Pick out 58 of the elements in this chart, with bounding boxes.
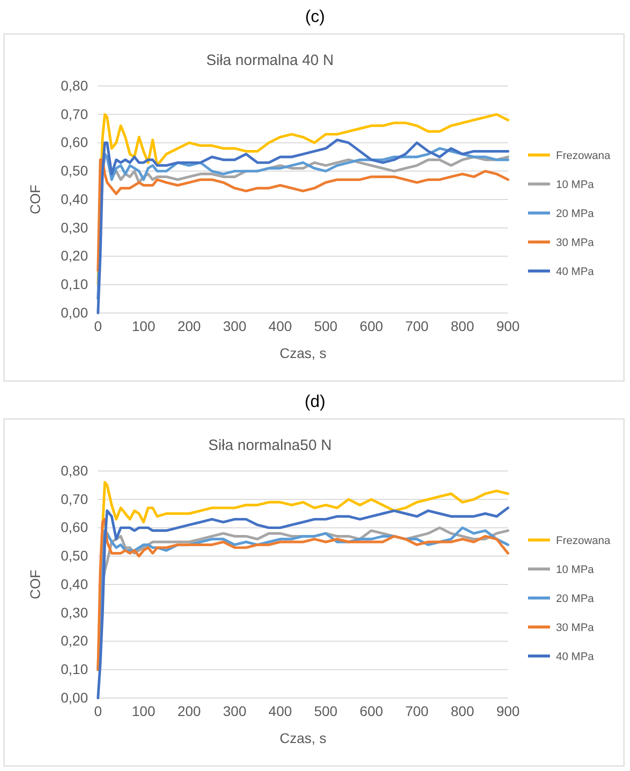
chart-title: (c) <box>305 7 325 26</box>
legend-label: 40 MPa <box>556 651 595 663</box>
legend-label: 30 MPa <box>556 622 595 634</box>
legend-label: 30 MPa <box>556 237 595 249</box>
y-tick-label: 0,50 <box>60 548 88 564</box>
line-series <box>96 506 510 700</box>
legend-label: 10 MPa <box>556 179 595 191</box>
x-tick-label: 0 <box>94 702 102 719</box>
x-tick-label: 600 <box>360 702 384 719</box>
y-tick-label: 0,30 <box>60 604 88 620</box>
y-tick-label: 0,80 <box>60 462 88 478</box>
x-tick-label: 800 <box>450 318 474 334</box>
x-axis-title: Czas, s <box>280 345 326 361</box>
x-tick-label: 800 <box>450 702 474 719</box>
y-tick-label: 0,40 <box>60 190 88 207</box>
y-tick-label: 0,50 <box>60 162 88 179</box>
legend-label: 20 MPa <box>556 208 595 220</box>
x-tick-label: 200 <box>177 318 202 334</box>
y-axis-title: COF <box>27 184 43 214</box>
x-tick-label: 500 <box>314 702 338 719</box>
y-tick-label: 0,00 <box>60 304 88 320</box>
y-tick-label: 0,10 <box>60 276 88 292</box>
y-tick-label: 0,60 <box>60 519 88 536</box>
legend-label: 10 MPa <box>556 564 595 576</box>
chart-subtitle: Siła normalna 40 N <box>206 52 334 69</box>
x-tick-label: 300 <box>222 702 247 719</box>
x-tick-label: 700 <box>405 702 429 719</box>
x-tick-label: 100 <box>132 702 156 719</box>
x-tick-label: 700 <box>405 318 429 334</box>
y-tick-label: 0,20 <box>60 632 88 649</box>
y-axis-title: COF <box>27 570 43 600</box>
y-tick-label: 0,40 <box>60 576 88 592</box>
line-series <box>96 158 510 272</box>
x-tick-label: 400 <box>268 318 292 334</box>
x-tick-label: 300 <box>222 318 247 334</box>
legend-label: 20 MPa <box>556 593 595 605</box>
x-tick-label: 900 <box>496 702 520 719</box>
legend-label: Frezowana <box>556 535 612 547</box>
y-tick-label: 0,70 <box>60 106 88 122</box>
legend-label: Frezowana <box>556 150 612 162</box>
chart-title: (d) <box>304 392 326 411</box>
chart-subtitle: Siła normalna50 N <box>208 437 332 454</box>
x-tick-label: 600 <box>360 318 384 334</box>
y-tick-label: 0,20 <box>60 248 88 264</box>
legend-label: 40 MPa <box>556 266 595 278</box>
x-tick-label: 0 <box>94 318 102 334</box>
y-tick-label: 0,60 <box>60 134 88 150</box>
x-tick-label: 200 <box>177 702 202 719</box>
y-tick-label: 0,00 <box>60 689 88 706</box>
x-axis-title: Czas, s <box>280 730 326 746</box>
y-tick-label: 0,70 <box>60 490 88 507</box>
y-tick-label: 0,30 <box>60 219 88 236</box>
y-tick-label: 0,10 <box>60 661 88 678</box>
x-tick-label: 400 <box>268 702 292 719</box>
x-tick-label: 500 <box>314 318 338 334</box>
x-tick-label: 100 <box>132 318 156 334</box>
x-tick-label: 900 <box>496 318 520 334</box>
y-tick-label: 0,80 <box>60 77 88 94</box>
